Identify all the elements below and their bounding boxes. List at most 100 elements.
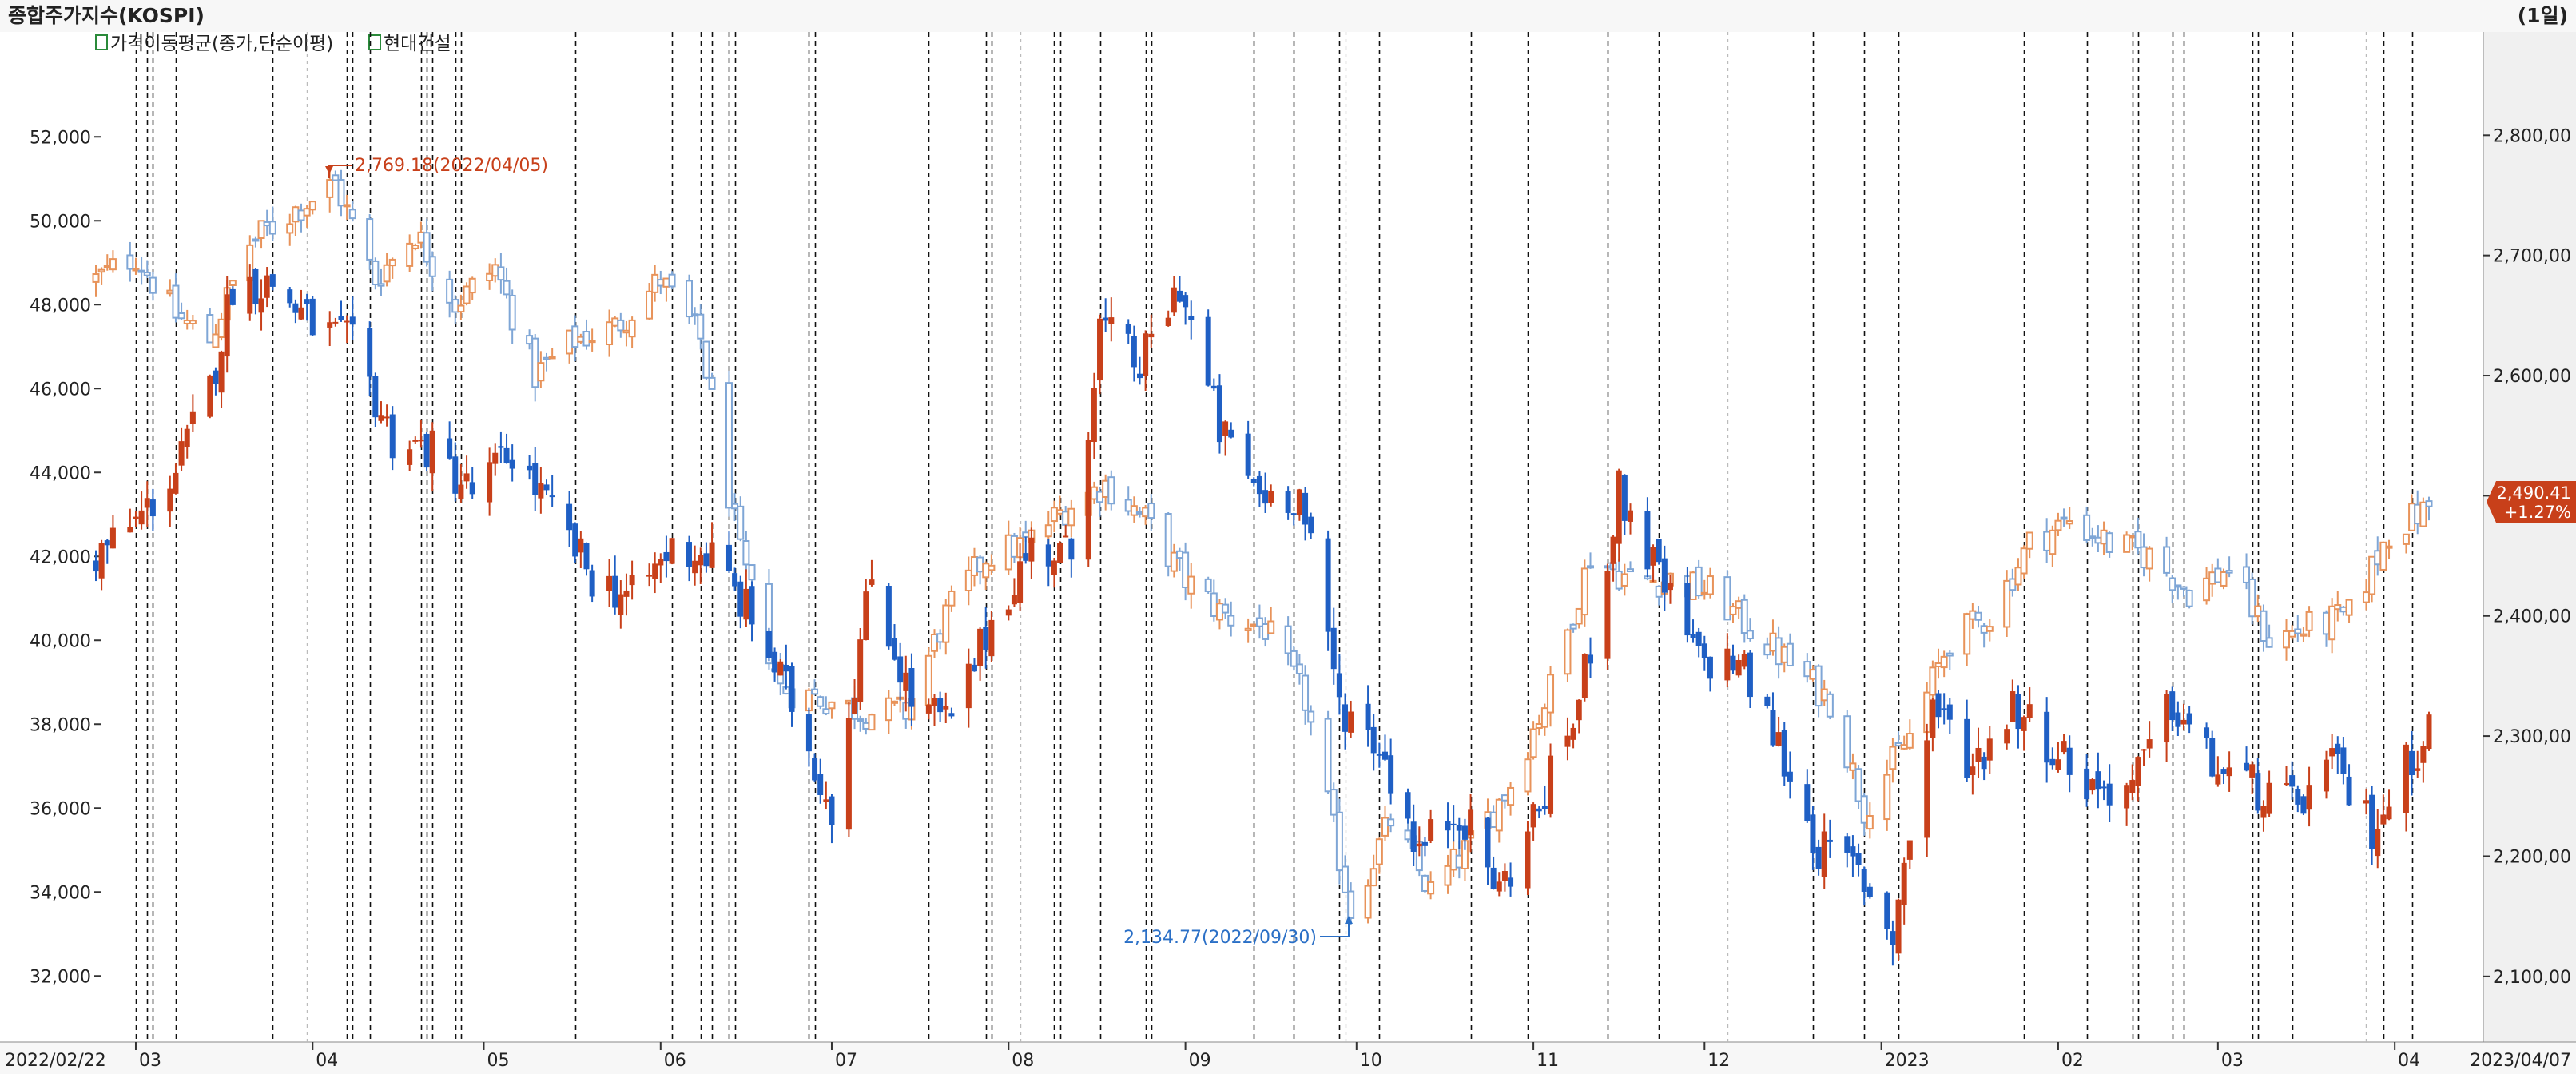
kospi-candle (132, 268, 140, 272)
kospi-candle (1250, 623, 1258, 627)
kospi-candle (817, 696, 825, 707)
kospi-candle (1455, 854, 1463, 869)
kospi-candle (697, 313, 705, 340)
stock-candle (1011, 595, 1017, 605)
kospi-candle (1267, 620, 1275, 634)
stock-candle (2266, 782, 2272, 814)
stock-candle (2026, 704, 2033, 718)
stock-candle (1525, 831, 1531, 889)
stock-candle (885, 585, 892, 647)
kospi-candle (964, 569, 972, 592)
kospi-candle (1889, 746, 1897, 770)
stock-candle (698, 555, 704, 566)
kospi-candle (2294, 628, 2302, 634)
kospi-candle (508, 294, 516, 331)
stock-candle (1690, 634, 1696, 638)
stock-candle (1045, 544, 1051, 567)
kospi-candle (748, 564, 756, 581)
stock-candle (1456, 825, 1462, 831)
stock-candle (1421, 841, 1428, 846)
stock-candle (2346, 776, 2352, 806)
stock-candle (1342, 704, 1349, 732)
kospi-candle (1056, 509, 1064, 515)
stock-candle (703, 553, 710, 567)
kospi-candle (1302, 674, 1310, 711)
kospi-candle (366, 218, 374, 261)
stock-candle (1890, 931, 1896, 945)
kospi-candle (548, 356, 556, 360)
legend-marker-stock[interactable] (368, 34, 381, 50)
stock-candle (1108, 317, 1115, 324)
kospi-candle (646, 290, 654, 320)
stock-candle (407, 449, 413, 465)
kospi-candle (691, 313, 699, 317)
stock-candle (1616, 470, 1622, 544)
stock-candle (2066, 747, 2073, 775)
stock-candle (732, 573, 738, 587)
kospi-candle (1136, 511, 1144, 515)
kospi-candle (2089, 535, 2097, 539)
stock-candle (549, 495, 555, 498)
stock-candle (2335, 743, 2341, 754)
kospi-candle (1580, 567, 1588, 616)
kospi-candle (417, 231, 425, 244)
kospi-candle (2419, 501, 2427, 527)
stock-candle (1416, 843, 1422, 847)
stock-candle (903, 672, 909, 691)
month-label: 05 (487, 1051, 509, 1071)
stock-candle (1588, 654, 1594, 664)
kospi-candle (2129, 535, 2137, 539)
stock-candle (1005, 609, 1012, 616)
stock-candle (658, 559, 664, 566)
kospi-candle (1142, 507, 1150, 518)
kospi-candle (1723, 576, 1731, 621)
stock-candle (1103, 317, 1109, 321)
kospi-candle (2049, 529, 2057, 555)
month-label: 10 (1360, 1051, 1382, 1071)
stock-candle (133, 516, 139, 519)
stock-candle (1262, 490, 1269, 504)
stock-candle (1445, 821, 1451, 831)
stock-candle (1884, 892, 1890, 929)
stock-candle (2004, 729, 2010, 744)
legend-marker-ma[interactable] (95, 34, 108, 50)
kospi-candle (2328, 605, 2336, 641)
stock-candle (805, 714, 812, 752)
stock-candle (1183, 295, 1189, 308)
stock-candle (2369, 794, 2375, 849)
stock-candle (207, 375, 213, 417)
kospi-candle (588, 340, 596, 344)
kospi-candle (702, 340, 710, 379)
kospi-candle (2339, 606, 2347, 613)
kospi-candle (2374, 550, 2382, 566)
stock-candle (1747, 652, 1753, 698)
kospi-candle (2060, 516, 2068, 520)
stock-candle (1125, 324, 1131, 334)
stock-candle (1770, 710, 1776, 746)
stock-candle (229, 288, 236, 305)
kospi-candle (2214, 567, 2222, 583)
kospi-candle (1780, 646, 1788, 663)
stock-candle (1610, 536, 1616, 564)
stock-candle (988, 619, 995, 657)
kospi-candle (1706, 575, 1714, 595)
stock-candle (2403, 744, 2409, 813)
kospi-candle (543, 356, 551, 360)
stock-candle (1827, 839, 1833, 842)
stock-candle (2055, 759, 2061, 770)
kospi-candle (1529, 728, 1537, 758)
kospi-candle (571, 325, 579, 348)
stock-candle (2135, 757, 2141, 786)
stock-candle (663, 551, 670, 562)
kospi-candle (1364, 885, 1372, 919)
stock-candle (1461, 825, 1468, 840)
stock-candle (292, 303, 299, 313)
stock-candle (2409, 750, 2415, 776)
stock-candle (327, 322, 333, 328)
stock-candle (1228, 429, 1234, 438)
period-label[interactable]: (1일) (2518, 4, 2568, 27)
stock-candle (1496, 881, 1502, 892)
stock-candle (1656, 539, 1662, 563)
stock-candle (2289, 775, 2296, 787)
